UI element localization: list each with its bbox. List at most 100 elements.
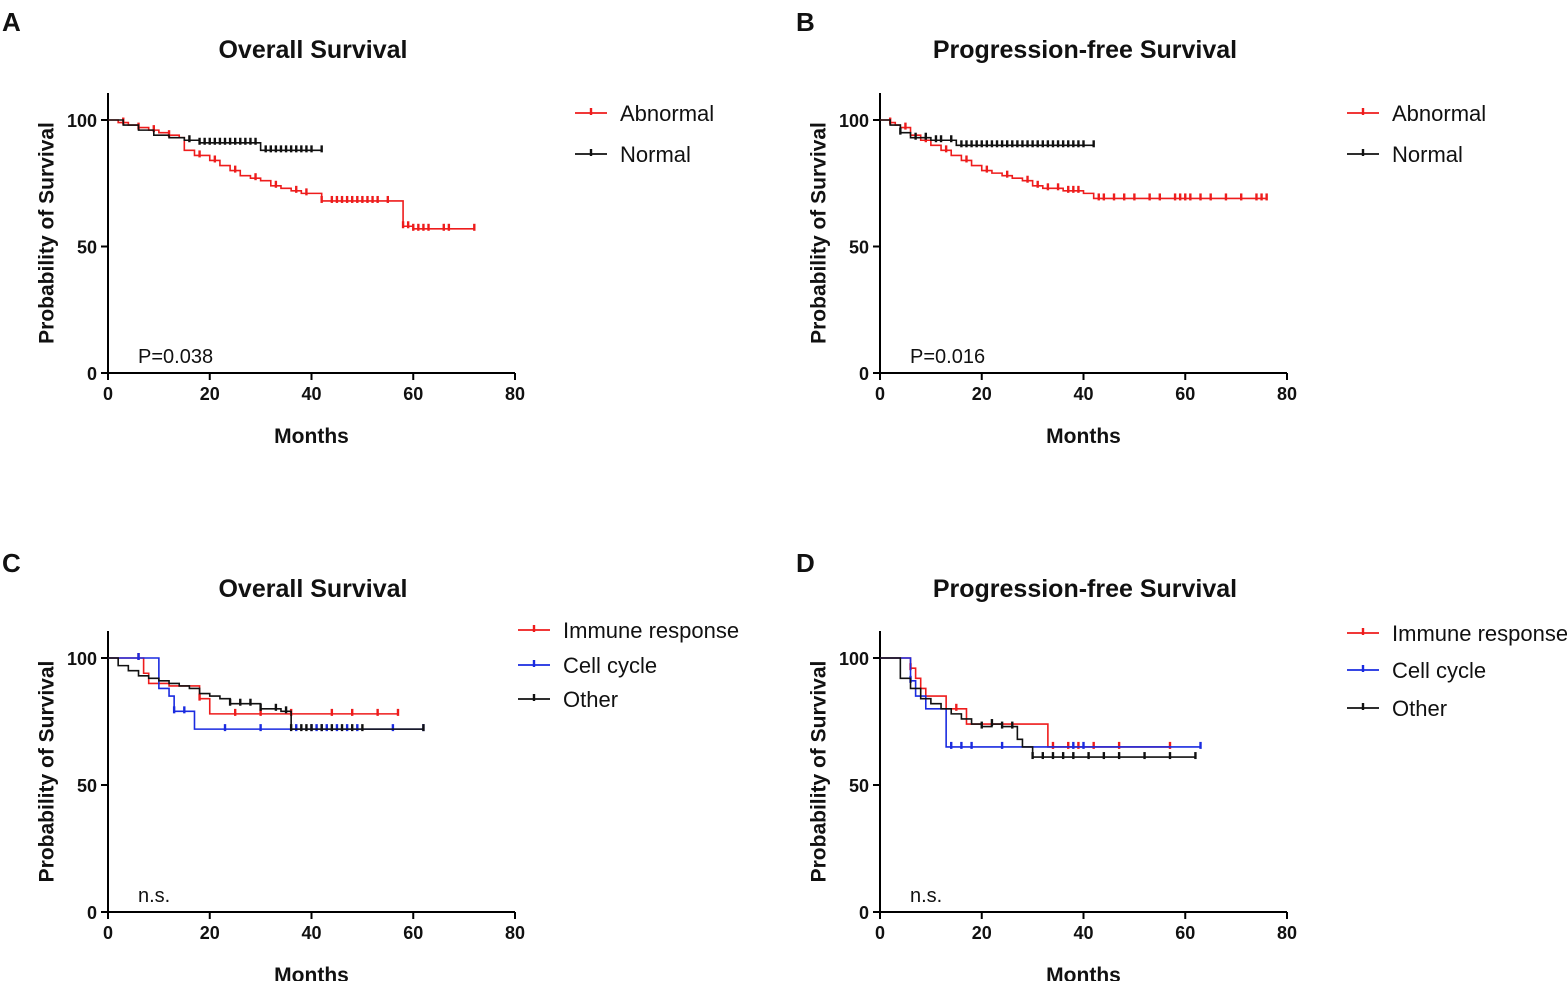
significance-annotation: n.s. [138,885,170,907]
legend-entry: Immune response [518,618,739,643]
y-tick-label: 50 [77,238,97,258]
legend-entry: Abnormal [575,101,714,126]
panel-letter: B [796,7,815,37]
chart-title: Progression-free Survival [933,36,1237,64]
panel-c: C Overall Survival 0 20 40 60 80 0 50 100 Months Pr… [2,548,739,981]
survival-step-line [108,657,398,715]
legend-label: Cell cycle [1392,658,1486,683]
x-tick-label: 20 [200,923,220,943]
y-tick-label: 100 [839,649,869,669]
series-other [880,657,1197,760]
legend-entry: Normal [575,142,691,167]
x-tick-label: 80 [505,923,525,943]
x-tick-label: 40 [1073,384,1093,404]
legend-entry: Normal [1347,142,1463,167]
panel-letter: C [2,548,21,578]
survival-step-line [880,119,1094,147]
legend: Abnormal Normal [1347,101,1486,167]
chart-title: Progression-free Survival [933,575,1237,603]
x-axis-label: Months [1046,425,1121,448]
legend-label: Immune response [1392,621,1567,646]
y-tick-label: 100 [839,111,869,131]
survival-step-line [108,119,475,230]
series-normal [108,119,323,153]
significance-annotation: P=0.016 [910,346,985,368]
y-tick-label: 100 [67,111,97,131]
legend-label: Other [1392,696,1447,721]
x-tick-label: 40 [301,923,321,943]
x-tick-label: 20 [972,923,992,943]
series-normal [880,119,1095,148]
legend-entry: Immune response [1347,621,1567,646]
chart-title: Overall Survival [218,36,407,64]
y-axis-label: Probability of Survival [808,661,831,883]
survival-step-line [108,657,424,730]
x-axis-label: Months [274,425,349,448]
x-tick-label: 0 [103,384,113,404]
x-tick-label: 20 [972,384,992,404]
legend-label: Abnormal [620,101,714,126]
panel-letter: D [796,548,815,578]
x-axis-label: Months [274,964,349,981]
y-tick-label: 0 [87,903,97,923]
y-axis-label: Probability of Survival [808,122,831,344]
series-immune-response [880,657,1172,749]
legend-label: Cell cycle [563,653,657,678]
series-cell-cycle [880,657,1202,749]
survival-step-line [880,657,1196,758]
x-tick-label: 0 [875,923,885,943]
y-tick-label: 50 [849,238,869,258]
x-tick-label: 60 [403,384,423,404]
x-tick-label: 20 [200,384,220,404]
y-tick-label: 0 [859,364,869,384]
panel-a: A Overall Survival 0 20 40 60 80 0 50 100 Months Pr… [2,7,714,448]
series-cell-cycle [108,653,425,732]
legend-label: Abnormal [1392,101,1486,126]
panel-b: B Progression-free Survival 0 20 40 60 80 0 50 10… [796,7,1486,448]
y-axis-label: Probability of Survival [36,661,59,883]
significance-annotation: P=0.038 [138,346,213,368]
legend-label: Other [563,687,618,712]
x-tick-label: 60 [403,923,423,943]
legend: Immune response Cell cycle Other [518,618,739,712]
legend-label: Normal [1392,142,1463,167]
series-immune-response [108,653,400,716]
panel-d: D Progression-free Survival 0 20 40 60 80 0 50 10… [796,548,1567,981]
y-tick-label: 100 [67,649,97,669]
legend-entry: Other [1347,696,1447,721]
x-tick-label: 40 [301,384,321,404]
legend-entry: Abnormal [1347,101,1486,126]
legend: Abnormal Normal [575,101,714,167]
x-tick-label: 0 [875,384,885,404]
x-tick-label: 80 [505,384,525,404]
legend-entry: Cell cycle [1347,658,1486,683]
survival-step-line [880,657,1170,748]
survival-step-line [880,119,1267,200]
significance-annotation: n.s. [910,885,942,907]
x-tick-label: 40 [1073,923,1093,943]
chart-title: Overall Survival [218,575,407,603]
y-tick-label: 50 [849,776,869,796]
legend-label: Immune response [563,618,739,643]
y-axis-label: Probability of Survival [36,122,59,344]
survival-step-line [108,657,424,730]
panel-letter: A [2,7,21,37]
legend-entry: Cell cycle [518,653,657,678]
x-tick-label: 60 [1175,923,1195,943]
x-tick-label: 60 [1175,384,1195,404]
x-axis-label: Months [1046,964,1121,981]
legend-label: Normal [620,142,691,167]
x-tick-label: 80 [1277,384,1297,404]
x-tick-label: 80 [1277,923,1297,943]
series-abnormal [880,117,1268,201]
series-other [108,657,425,732]
y-tick-label: 0 [859,903,869,923]
legend: Immune response Cell cycle Other [1347,621,1567,721]
y-tick-label: 50 [77,776,97,796]
survival-step-line [108,119,322,152]
x-tick-label: 0 [103,923,113,943]
legend-entry: Other [518,687,618,712]
survival-step-line [880,657,1201,748]
y-tick-label: 0 [87,364,97,384]
